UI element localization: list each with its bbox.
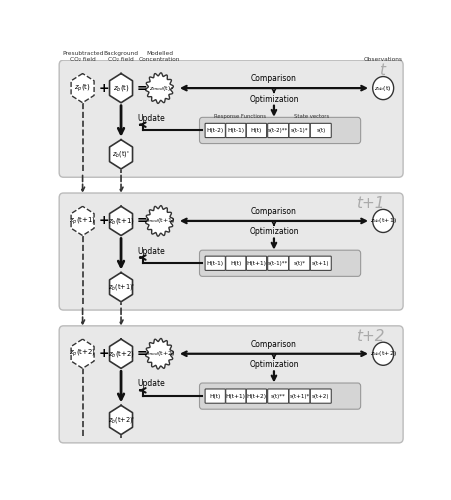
Text: H(t): H(t) [251,128,262,133]
Text: $z_b$(t): $z_b$(t) [113,83,129,93]
FancyBboxPatch shape [310,256,331,270]
Text: =: = [137,214,147,228]
Text: $z_{mod}$(t): $z_{mod}$(t) [148,84,170,92]
Text: Modelled
Concentration: Modelled Concentration [139,51,180,62]
Polygon shape [71,74,94,102]
FancyBboxPatch shape [226,389,246,403]
FancyBboxPatch shape [289,389,310,403]
Text: H(t+1): H(t+1) [247,261,267,266]
Polygon shape [71,206,94,236]
FancyBboxPatch shape [310,124,331,138]
Text: =: = [137,348,147,360]
Text: H(t+1): H(t+1) [226,394,246,398]
FancyBboxPatch shape [267,389,289,403]
FancyBboxPatch shape [267,256,289,270]
Text: Optimization: Optimization [249,94,299,104]
Text: $z_{mod}$(t+2): $z_{mod}$(t+2) [144,350,175,358]
Text: s(t-1)*: s(t-1)* [291,128,308,133]
Text: t+1: t+1 [356,196,385,210]
Text: H(t-1): H(t-1) [227,128,244,133]
FancyBboxPatch shape [226,256,246,270]
FancyBboxPatch shape [205,256,226,270]
Text: $z_{ob}$(t): $z_{ob}$(t) [374,84,392,92]
FancyBboxPatch shape [59,60,403,177]
FancyBboxPatch shape [289,256,310,270]
Text: $z_p$(t+1): $z_p$(t+1) [69,215,96,226]
Text: $z_b$(t)': $z_b$(t)' [112,150,130,160]
Text: H(t-2): H(t-2) [207,128,224,133]
Text: +: + [98,82,109,94]
Text: $z_{ob}$(t+2): $z_{ob}$(t+2) [370,350,396,358]
Polygon shape [110,272,133,302]
Text: $z_b$(t+2)': $z_b$(t+2)' [107,415,134,425]
FancyBboxPatch shape [246,389,267,403]
Text: Presubtracted
CO₂ field: Presubtracted CO₂ field [62,51,103,62]
Text: Optimization: Optimization [249,228,299,236]
Text: +: + [98,214,109,228]
Polygon shape [71,339,94,368]
Polygon shape [110,339,133,368]
Text: s(t+1): s(t+1) [312,261,330,266]
FancyBboxPatch shape [205,124,226,138]
FancyBboxPatch shape [199,118,361,144]
FancyBboxPatch shape [59,193,403,310]
Text: $z_b$(t+2): $z_b$(t+2) [107,349,134,359]
Text: s(t+2): s(t+2) [312,394,330,398]
FancyBboxPatch shape [246,256,267,270]
Text: H(t): H(t) [210,394,221,398]
Text: Optimization: Optimization [249,360,299,370]
Text: H(t+2): H(t+2) [246,394,267,398]
Text: $z_p$(t+2): $z_p$(t+2) [69,348,96,360]
FancyBboxPatch shape [199,250,361,276]
Text: +: + [98,348,109,360]
Text: $z_p$(t): $z_p$(t) [74,82,91,94]
FancyBboxPatch shape [310,389,331,403]
FancyBboxPatch shape [246,124,267,138]
Circle shape [373,76,394,100]
Text: Update: Update [138,246,166,256]
Polygon shape [110,140,133,169]
FancyBboxPatch shape [205,389,226,403]
Text: Comparison: Comparison [251,340,297,349]
FancyBboxPatch shape [199,383,361,409]
Text: Comparison: Comparison [251,74,297,84]
Text: t: t [379,63,385,78]
Text: Background
CO₂ field: Background CO₂ field [104,51,138,62]
Polygon shape [146,73,173,104]
Polygon shape [110,406,133,434]
Text: H(t): H(t) [230,261,242,266]
Text: s(t-2)**: s(t-2)** [268,128,288,133]
Text: Update: Update [138,114,166,123]
Circle shape [373,342,394,365]
Text: s(t+1)*: s(t+1)* [290,394,309,398]
Text: State vectors: State vectors [294,114,329,119]
Text: $z_b$(t+1)': $z_b$(t+1)' [107,282,134,292]
Circle shape [373,210,394,233]
Polygon shape [146,206,173,236]
Text: t+2: t+2 [356,328,385,344]
Polygon shape [110,74,133,102]
Text: s(t)**: s(t)** [271,394,285,398]
Text: Response Functions: Response Functions [214,114,266,119]
Text: Update: Update [138,380,166,388]
FancyBboxPatch shape [289,124,310,138]
FancyBboxPatch shape [267,124,289,138]
Text: Comparison: Comparison [251,208,297,216]
Text: $z_b$(t+1): $z_b$(t+1) [107,216,134,226]
Text: s(t): s(t) [316,128,326,133]
Text: s(t-1)**: s(t-1)** [268,261,288,266]
Polygon shape [110,206,133,236]
Text: $z_{ob}$(t+1): $z_{ob}$(t+1) [370,216,396,226]
Text: $z_{mod}$(t+1): $z_{mod}$(t+1) [144,216,175,226]
Text: Observations: Observations [364,56,403,62]
Text: H(t-1): H(t-1) [207,261,224,266]
Polygon shape [146,338,173,369]
FancyBboxPatch shape [226,124,246,138]
Text: =: = [137,82,147,94]
FancyBboxPatch shape [59,326,403,443]
Text: s(t)*: s(t)* [294,261,305,266]
